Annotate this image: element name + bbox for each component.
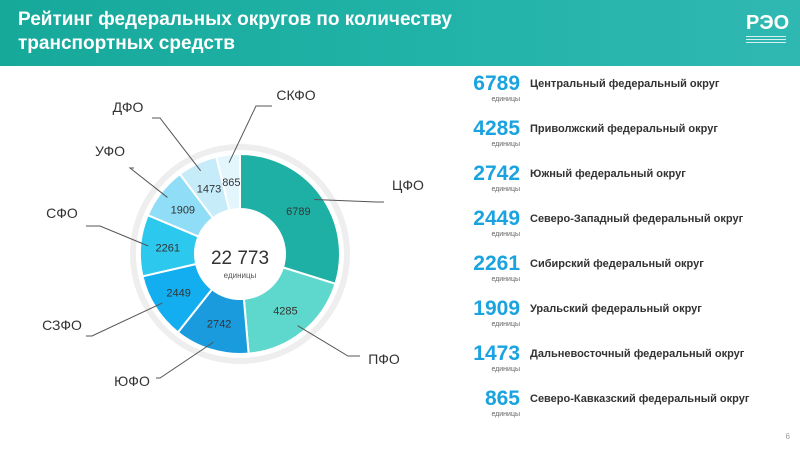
page-title: Рейтинг федеральных округов по количеств… <box>18 9 452 54</box>
leader-line <box>86 225 149 247</box>
donut-chart: 6789 ЦФО 4285 ПФО 2742 ЮФО 2449 СЗФО 2261 СФО 1909… <box>42 87 424 389</box>
slice-category-label: ДФО <box>113 99 144 115</box>
legend-name: Сибирский федеральный округ <box>530 258 704 270</box>
legend-unit: единицы <box>491 276 520 283</box>
legend-item: 4285 единицы Приволжский федеральный округ <box>472 117 792 161</box>
legend-value: 1473 <box>473 342 520 365</box>
slice-category-label: СКФО <box>276 87 315 103</box>
legend-unit: единицы <box>491 366 520 373</box>
header-bar: Рейтинг федеральных округов по количеств… <box>0 0 800 66</box>
legend-item: 2742 единицы Южный федеральный округ <box>472 162 792 206</box>
page-number: 6 <box>785 432 790 441</box>
logo-lines <box>746 36 786 45</box>
legend-item: 1909 единицы Уральский федеральный округ <box>472 297 792 341</box>
legend-value: 6789 <box>473 72 520 95</box>
legend-value: 2261 <box>473 252 520 275</box>
legend-value: 865 <box>484 387 520 410</box>
slice-category-label: СФО <box>46 205 78 221</box>
slice-value-label: 2742 <box>207 318 231 330</box>
center-total: 22 773 <box>211 248 269 269</box>
slice-value-label: 865 <box>222 177 240 189</box>
slice-category-label: ПФО <box>368 351 400 367</box>
logo-text: РЭО <box>746 12 790 34</box>
slice-value-label: 2261 <box>156 243 180 255</box>
legend-item: 1473 единицы Дальневосточный федеральный о… <box>472 342 792 386</box>
legend-item: 2261 единицы Сибирский федеральный округ <box>472 252 792 296</box>
legend-item: 2449 единицы Северо-Западный федеральный о… <box>472 207 792 251</box>
legend-unit: единицы <box>491 321 520 328</box>
slice-value-label: 2449 <box>166 288 190 300</box>
slice-category-label: ЮФО <box>114 373 150 389</box>
leader-line <box>297 325 360 357</box>
legend-unit: единицы <box>491 411 520 418</box>
slice-category-label: СЗФО <box>42 317 82 333</box>
slice-value-label: 1473 <box>197 183 221 195</box>
legend-name: Приволжский федеральный округ <box>530 123 718 135</box>
legend-unit: единицы <box>491 141 520 148</box>
slice-value-label: 6789 <box>286 206 310 218</box>
slice-1 <box>242 266 337 355</box>
legend-unit: единицы <box>491 186 520 193</box>
leader-line <box>86 302 163 337</box>
legend-item: 865 единицы Северо-Кавказский федеральный … <box>472 387 792 431</box>
legend-name: Северо-Западный федеральный округ <box>530 213 744 225</box>
legend-unit: единицы <box>491 231 520 238</box>
reo-logo: РЭО <box>744 12 790 46</box>
legend-value: 1909 <box>473 297 520 320</box>
slice-0 <box>239 152 341 286</box>
slice-category-label: ЦФО <box>392 177 424 193</box>
center-unit: единицы <box>224 271 257 280</box>
legend-value: 4285 <box>473 117 520 140</box>
legend-value: 2742 <box>473 162 520 185</box>
leader-line <box>152 117 202 172</box>
legend-name: Центральный федеральный округ <box>530 78 720 90</box>
leader-line <box>314 198 384 203</box>
slice-value-label: 1909 <box>171 204 195 216</box>
leader-line <box>128 167 168 198</box>
legend-value: 2449 <box>473 207 520 230</box>
leader-line <box>228 105 272 163</box>
legend-name: Северо-Кавказский федеральный округ <box>530 393 750 405</box>
slice-7 <box>215 152 241 212</box>
slice-value-label: 4285 <box>273 305 297 317</box>
legend-name: Дальневосточный федеральный округ <box>530 348 745 360</box>
legend-unit: единицы <box>491 96 520 103</box>
legend-name: Южный федеральный округ <box>530 168 686 180</box>
legend-name: Уральский федеральный округ <box>530 303 702 315</box>
legend-item: 6789 единицы Центральный федеральный округ <box>472 72 792 116</box>
leader-line <box>156 341 214 379</box>
slice-category-label: УФО <box>95 143 125 159</box>
